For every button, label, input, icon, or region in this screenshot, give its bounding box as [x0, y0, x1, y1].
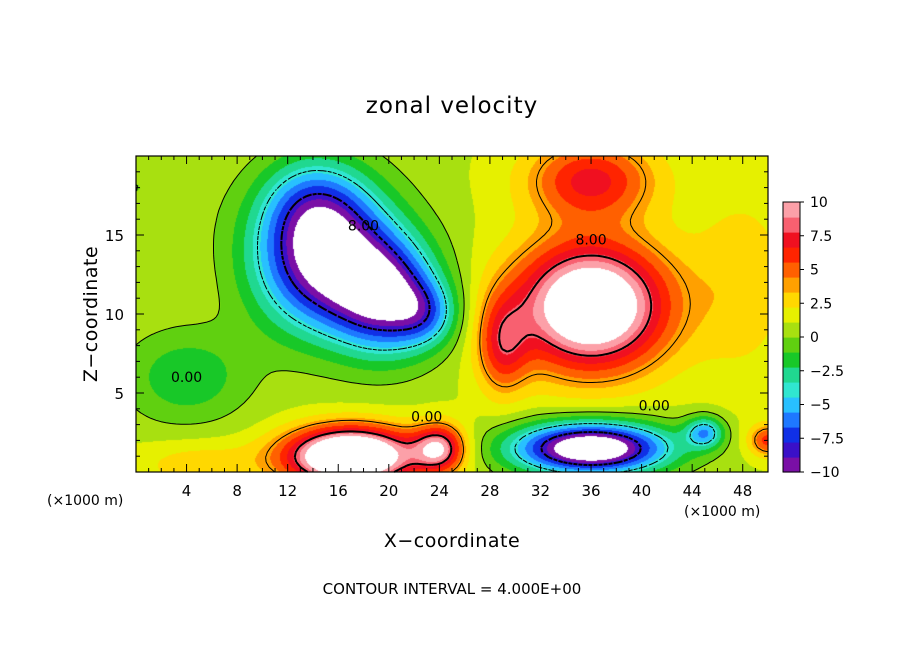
- chart-title: zonal velocity: [366, 93, 538, 119]
- colorbar: 10 7.5 5 2.5 0 −2.5 −5 −7.5 −10: [782, 195, 844, 481]
- x-tick-label: 40: [632, 482, 651, 500]
- colorbar-tick-label: 2.5: [810, 296, 832, 312]
- colorbar-swatch: [783, 337, 800, 353]
- x-tick-label: 48: [733, 482, 752, 500]
- x-tick-label: 20: [379, 482, 398, 500]
- contour-label: 0.00: [171, 370, 202, 386]
- colorbar-swatch: [783, 442, 800, 458]
- x-axis-label: X−coordinate: [384, 530, 520, 552]
- colorbar-swatch: [783, 457, 800, 473]
- colorbar-tick-label: 5: [810, 263, 819, 279]
- colorbar-swatch: [783, 202, 800, 218]
- colorbar-swatch: [783, 307, 800, 323]
- colorbar-swatch: [783, 412, 800, 428]
- colorbar-tick-label: 7.5: [810, 229, 832, 245]
- x-tick-label: 24: [430, 482, 449, 500]
- colorbar-swatch: [783, 247, 800, 263]
- contour-label: 8.00: [575, 233, 606, 249]
- plot-area: 0.000.000.008.008.00 4 8 12 16 20 24 28 32 36 40 4…: [105, 155, 769, 500]
- x-axis: 4 8 12 16 20 24 28 32 36 40 44 48: [148, 156, 756, 500]
- colorbar-swatch: [783, 382, 800, 398]
- colorbar-tick-label: −5: [810, 398, 831, 414]
- x-tick-label: 44: [683, 482, 702, 500]
- x-unit-right: (×1000 m): [684, 504, 760, 520]
- colorbar-swatch: [783, 397, 800, 413]
- x-tick-label: 12: [278, 482, 297, 500]
- colorbar-swatch: [783, 352, 800, 368]
- x-tick-label: 36: [581, 482, 600, 500]
- contour-line: [293, 254, 653, 473]
- colorbar-tick-label: 10: [810, 195, 828, 211]
- y-axis: 5 10 15: [105, 171, 768, 457]
- x-tick-label: 8: [232, 482, 242, 500]
- contour-label: 0.00: [411, 410, 442, 426]
- colorbar-tick-label: 0: [810, 330, 819, 346]
- contour-lines: [135, 155, 769, 473]
- velocity-field: [136, 156, 768, 472]
- colorbar-swatch: [783, 367, 800, 383]
- y-tick-label: 5: [114, 385, 124, 403]
- x-tick-label: 4: [182, 482, 192, 500]
- colorbar-swatch: [783, 232, 800, 248]
- colorbar-swatch: [783, 217, 800, 233]
- y-axis-label: Z−coordinate: [80, 246, 102, 382]
- x-tick-label: 32: [531, 482, 550, 500]
- contour-line: [280, 192, 642, 466]
- x-tick-label: 28: [480, 482, 499, 500]
- y-tick-label: 10: [105, 306, 124, 324]
- contour-labels: 0.00 0.00 0.00 8.00 8.00: [171, 219, 670, 426]
- contour-line: [265, 155, 769, 473]
- x-unit-left: (×1000 m): [47, 493, 123, 509]
- colorbar-swatch: [783, 427, 800, 443]
- colorbar-swatch: [783, 277, 800, 293]
- contour-interval-note: CONTOUR INTERVAL = 4.000E+00: [323, 580, 582, 598]
- contour-label: 0.00: [639, 399, 670, 415]
- y-tick-label: 15: [105, 227, 124, 245]
- colorbar-tick-label: −2.5: [810, 364, 844, 380]
- contour-label: 8.00: [348, 219, 379, 235]
- colorbar-tick-label: −10: [810, 465, 840, 481]
- colorbar-swatch: [783, 322, 800, 338]
- colorbar-swatch: [783, 262, 800, 278]
- colorbar-tick-label: −7.5: [810, 431, 844, 447]
- x-tick-label: 16: [329, 482, 348, 500]
- colorbar-swatch: [783, 292, 800, 308]
